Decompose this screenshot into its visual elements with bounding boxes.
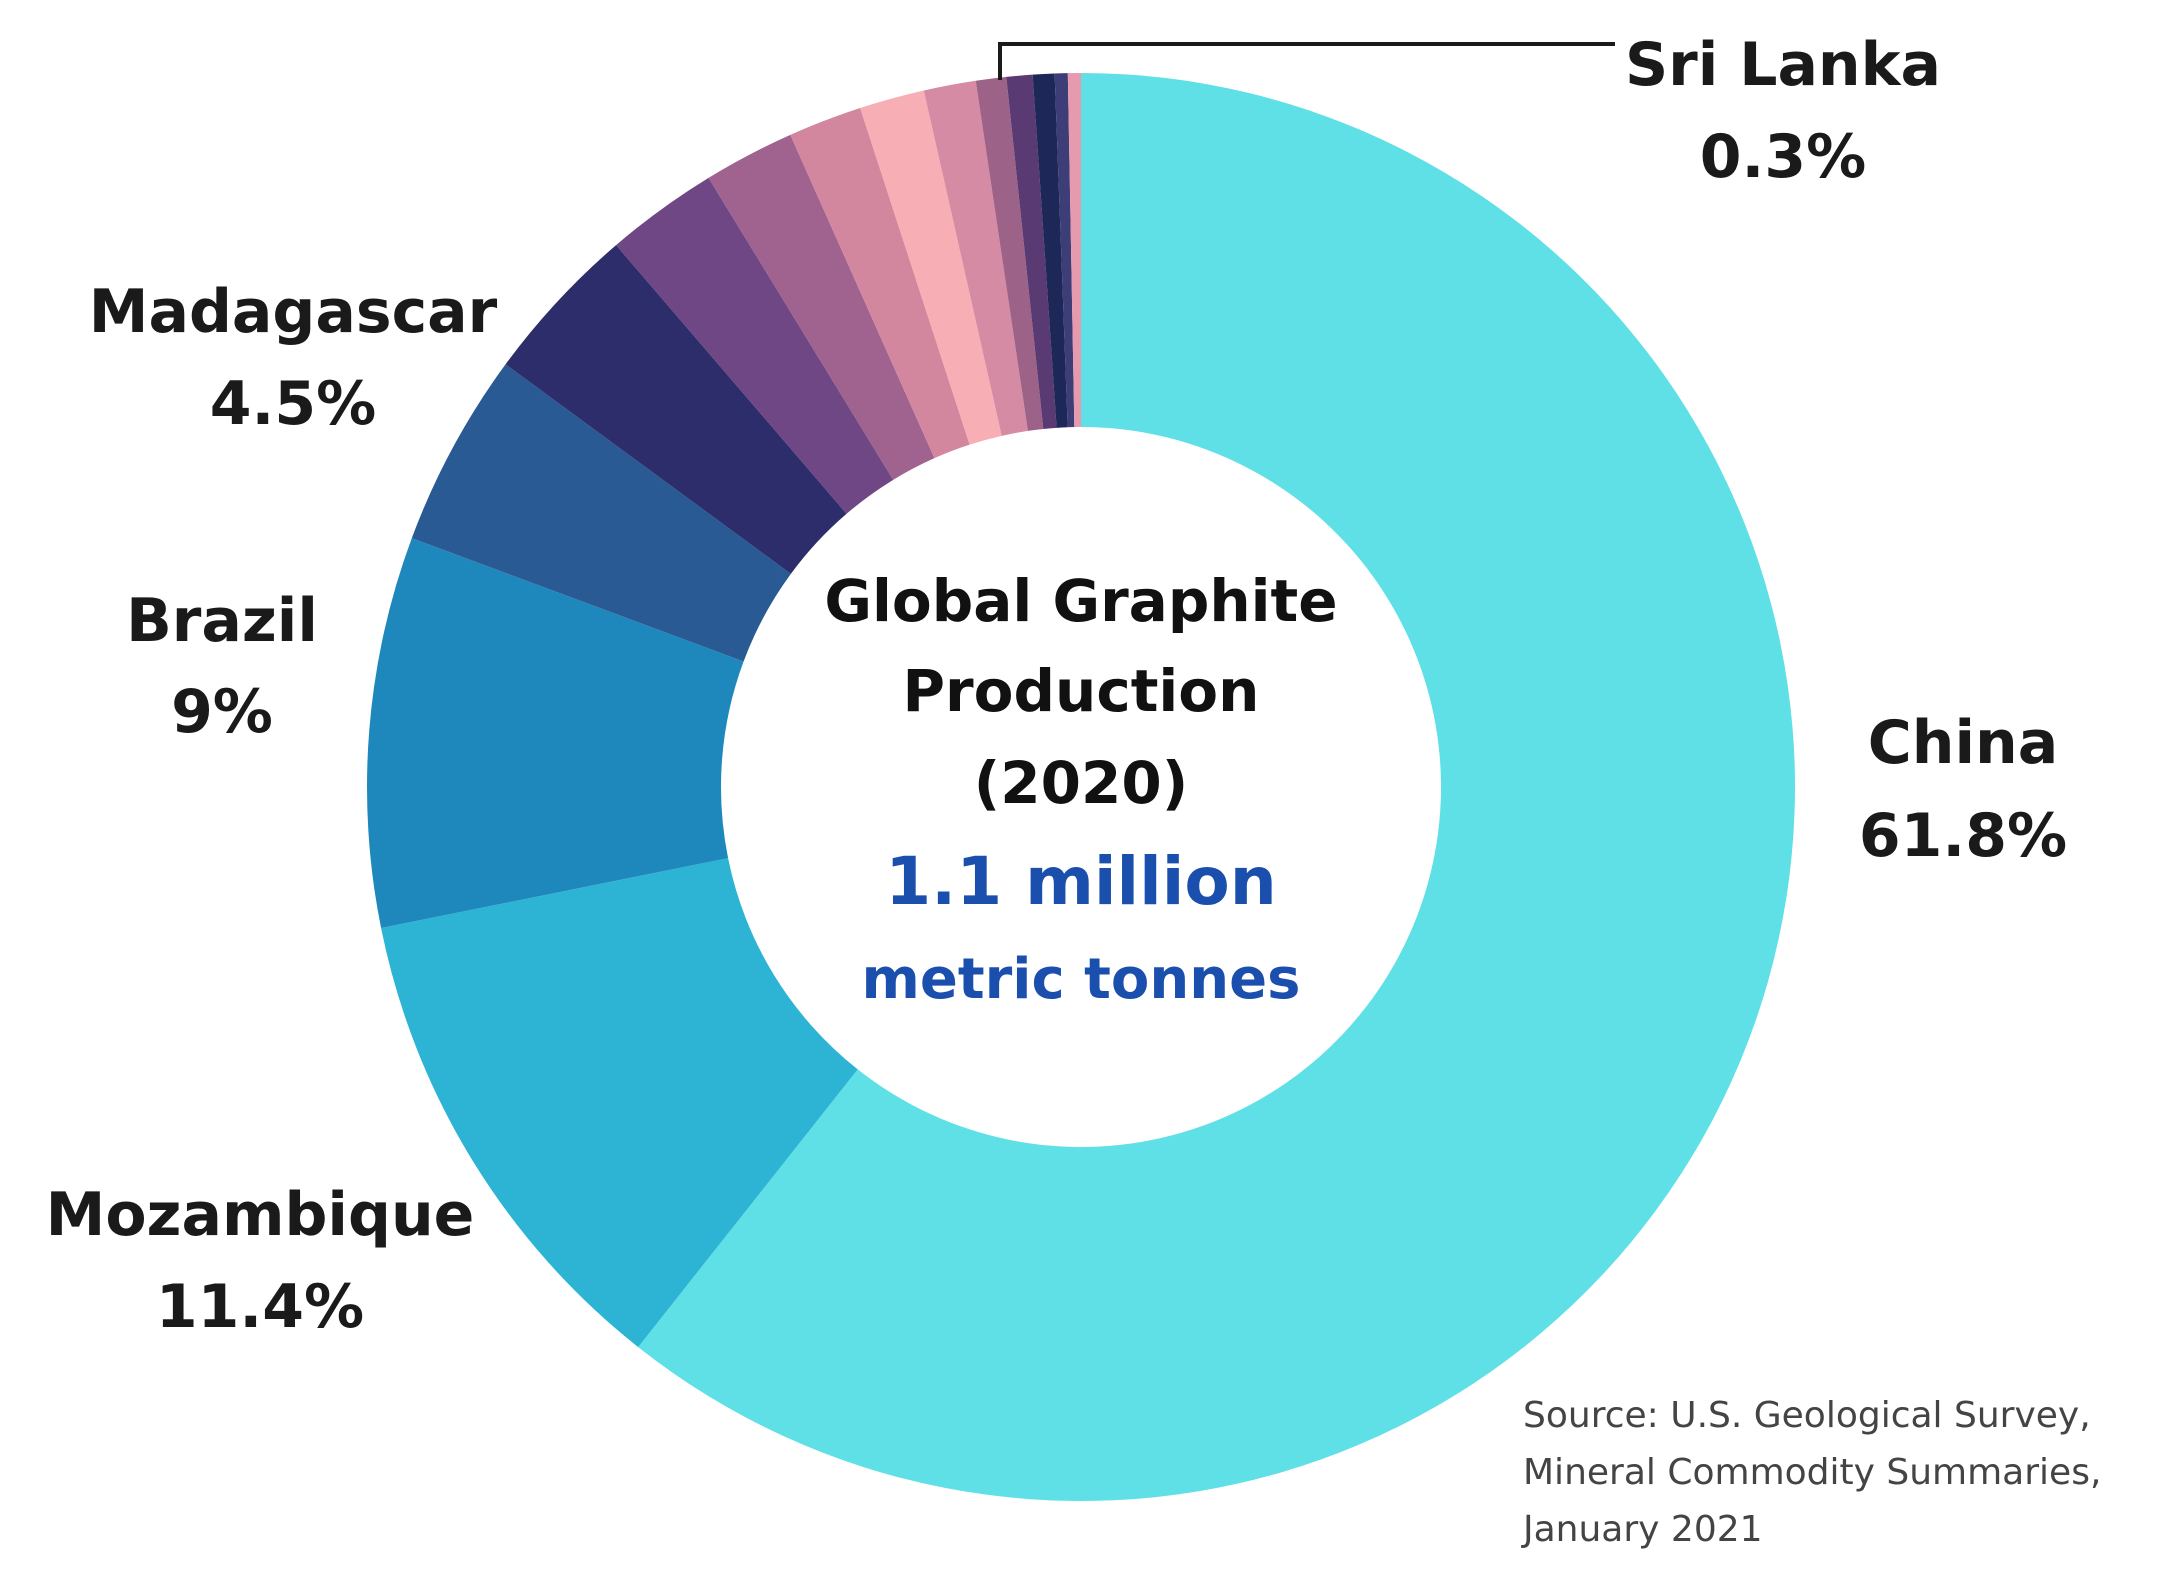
- center-title-line-2: Production: [903, 657, 1260, 725]
- donut-slice-9: [923, 80, 1028, 436]
- source-line-3: January 2021: [1521, 1509, 1763, 1550]
- donut-slice-13: [1054, 73, 1075, 428]
- source-line-1: Source: U.S. Geological Survey,: [1523, 1395, 2091, 1436]
- label-madagascar-pct: 4.5%: [210, 369, 376, 439]
- label-brazil-name: Brazil: [126, 586, 318, 656]
- center-total-value: 1.1 million: [885, 843, 1277, 920]
- donut-slice-4: [505, 245, 847, 574]
- label-mozambique-name: Mozambique: [46, 1180, 475, 1250]
- donut-slice-0: [638, 73, 1795, 1501]
- center-title-line-1: Global Graphite: [824, 567, 1337, 635]
- donut-slice-5: [616, 177, 894, 514]
- donut-slice-12: [1032, 73, 1068, 428]
- center-title-line-3: (2020): [974, 749, 1188, 817]
- donut-slice-1: [381, 858, 858, 1348]
- donut-slice-2: [367, 538, 744, 929]
- label-sri-lanka-name: Sri Lanka: [1625, 30, 1941, 100]
- sri-lanka-leader-line: [998, 42, 1615, 80]
- label-china-pct: 61.8%: [1859, 801, 2067, 871]
- donut-slice-3: [411, 364, 791, 662]
- label-sri-lanka-pct: 0.3%: [1700, 122, 1866, 192]
- label-mozambique-pct: 11.4%: [156, 1272, 364, 1342]
- source-line-2: Mineral Commodity Summaries,: [1523, 1452, 2101, 1493]
- label-madagascar-name: Madagascar: [89, 277, 498, 347]
- donut-slice-11: [1006, 74, 1057, 429]
- center-total-unit: metric tonnes: [862, 947, 1301, 1012]
- donut-slice-14: [1067, 73, 1081, 428]
- donut-slice-10: [975, 76, 1044, 431]
- label-brazil-pct: 9%: [171, 677, 273, 747]
- donut-slices: [367, 73, 1795, 1501]
- donut-slice-7: [790, 108, 970, 459]
- donut-slice-8: [860, 90, 1002, 445]
- donut-slice-6: [708, 134, 935, 480]
- label-china-name: China: [1868, 708, 2059, 778]
